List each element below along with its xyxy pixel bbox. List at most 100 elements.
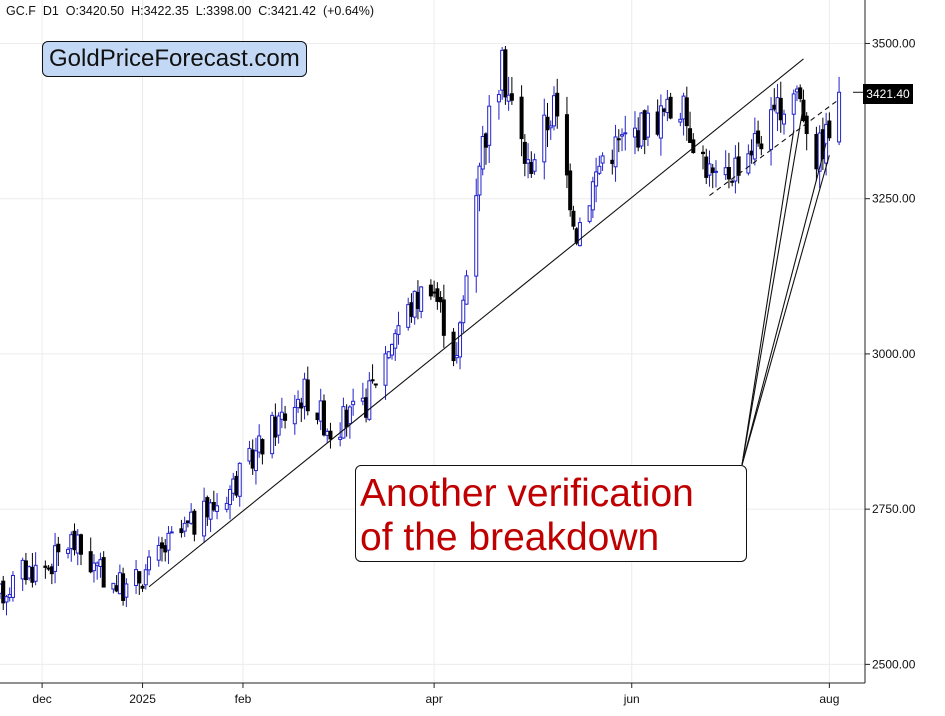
candle-body bbox=[454, 355, 459, 359]
candle-body bbox=[159, 542, 164, 549]
candle-body bbox=[684, 97, 689, 127]
support-trendline bbox=[148, 58, 804, 588]
candle-body bbox=[794, 88, 799, 93]
candle-body bbox=[72, 530, 77, 551]
candle-body bbox=[594, 171, 599, 187]
candle-body bbox=[224, 502, 229, 510]
candle-body bbox=[338, 436, 343, 440]
candle-body bbox=[370, 379, 375, 382]
candle-body bbox=[49, 566, 54, 575]
x-tick-label: 2025 bbox=[129, 692, 156, 706]
candle-body bbox=[364, 397, 369, 418]
candle-body bbox=[662, 108, 667, 112]
candle-body bbox=[688, 128, 693, 143]
candle-body bbox=[713, 170, 718, 173]
candle-body bbox=[98, 559, 103, 567]
candle-body bbox=[134, 569, 139, 586]
symbol: GC.F bbox=[6, 4, 36, 18]
annotation-pointer-line bbox=[741, 130, 795, 466]
candle-body bbox=[237, 462, 242, 497]
candle-body bbox=[273, 416, 278, 438]
candle-body bbox=[215, 505, 220, 512]
candle-body bbox=[483, 133, 488, 148]
candle-body bbox=[791, 93, 796, 115]
y-tick-label: 3250.00 bbox=[872, 192, 916, 206]
annotation-line-1: Another verification bbox=[360, 472, 694, 515]
candle-body bbox=[321, 400, 326, 436]
candle-body bbox=[778, 97, 783, 121]
candle-body bbox=[590, 181, 595, 211]
candle-body bbox=[78, 534, 83, 555]
candle-body bbox=[305, 379, 310, 412]
candle-body bbox=[202, 500, 207, 537]
candle-body bbox=[710, 167, 715, 173]
candle-body bbox=[746, 153, 751, 174]
candle-body bbox=[91, 562, 96, 572]
candle-body bbox=[597, 165, 602, 174]
candle-body bbox=[396, 325, 401, 335]
candle-body bbox=[532, 159, 537, 172]
candle-body bbox=[658, 105, 663, 139]
candle-body bbox=[668, 96, 673, 119]
candle-body bbox=[1, 580, 6, 604]
candle-body bbox=[620, 134, 625, 137]
annotation-pointer-line bbox=[741, 142, 827, 466]
annotation-pointer-line bbox=[741, 155, 830, 466]
candle-body bbox=[645, 112, 650, 138]
candle-body bbox=[390, 343, 395, 356]
candle-body bbox=[798, 87, 803, 100]
candle-body bbox=[88, 551, 93, 573]
candle-body bbox=[782, 113, 787, 125]
candle-body bbox=[496, 94, 501, 103]
x-tick-label: jun bbox=[623, 692, 640, 706]
candle-body bbox=[500, 49, 505, 91]
candle-body bbox=[837, 91, 842, 143]
candle-body bbox=[801, 99, 806, 122]
candle-body bbox=[211, 502, 216, 511]
low-value: L:3398.00 bbox=[195, 4, 252, 18]
change-value: (+0.64%) bbox=[322, 4, 375, 18]
candle-body bbox=[406, 304, 411, 328]
candle-body bbox=[33, 564, 38, 582]
candle-body bbox=[432, 291, 437, 294]
candle-body bbox=[283, 413, 288, 421]
candle-body bbox=[600, 155, 605, 164]
candle-body bbox=[166, 532, 171, 551]
candle-body bbox=[351, 400, 356, 406]
candle-body bbox=[542, 114, 547, 163]
candle-body bbox=[328, 430, 333, 440]
candle-body bbox=[412, 290, 417, 318]
candle-body bbox=[522, 141, 527, 164]
candle-body bbox=[208, 502, 213, 520]
candle-body bbox=[752, 133, 757, 160]
candle-body bbox=[509, 93, 514, 101]
annotation-pointer-line bbox=[741, 105, 804, 466]
candle-body bbox=[231, 478, 236, 494]
candle-body bbox=[526, 159, 531, 164]
candle-body bbox=[253, 450, 258, 472]
candle-body bbox=[756, 130, 761, 144]
candle-body bbox=[192, 510, 197, 535]
candle-body bbox=[156, 545, 161, 561]
candle-body bbox=[179, 528, 184, 534]
candle-body bbox=[736, 156, 741, 176]
candle-body bbox=[185, 520, 190, 524]
candle-body bbox=[315, 412, 320, 421]
candle-body bbox=[140, 585, 145, 589]
candle-body bbox=[707, 163, 712, 176]
candle-body bbox=[344, 409, 349, 428]
candle-body bbox=[20, 559, 25, 580]
candle-body bbox=[163, 545, 168, 553]
candle-body bbox=[487, 105, 492, 146]
candle-body bbox=[341, 406, 346, 439]
candle-body bbox=[296, 398, 301, 409]
annotation-line-2: of the breakdown bbox=[360, 516, 660, 559]
candle-body bbox=[325, 430, 330, 436]
candle-body bbox=[665, 98, 670, 114]
candle-body bbox=[257, 435, 262, 453]
candle-body bbox=[302, 378, 307, 407]
candle-body bbox=[279, 411, 284, 420]
candle-body bbox=[137, 571, 142, 584]
y-tick-label: 2500.00 bbox=[872, 657, 916, 671]
